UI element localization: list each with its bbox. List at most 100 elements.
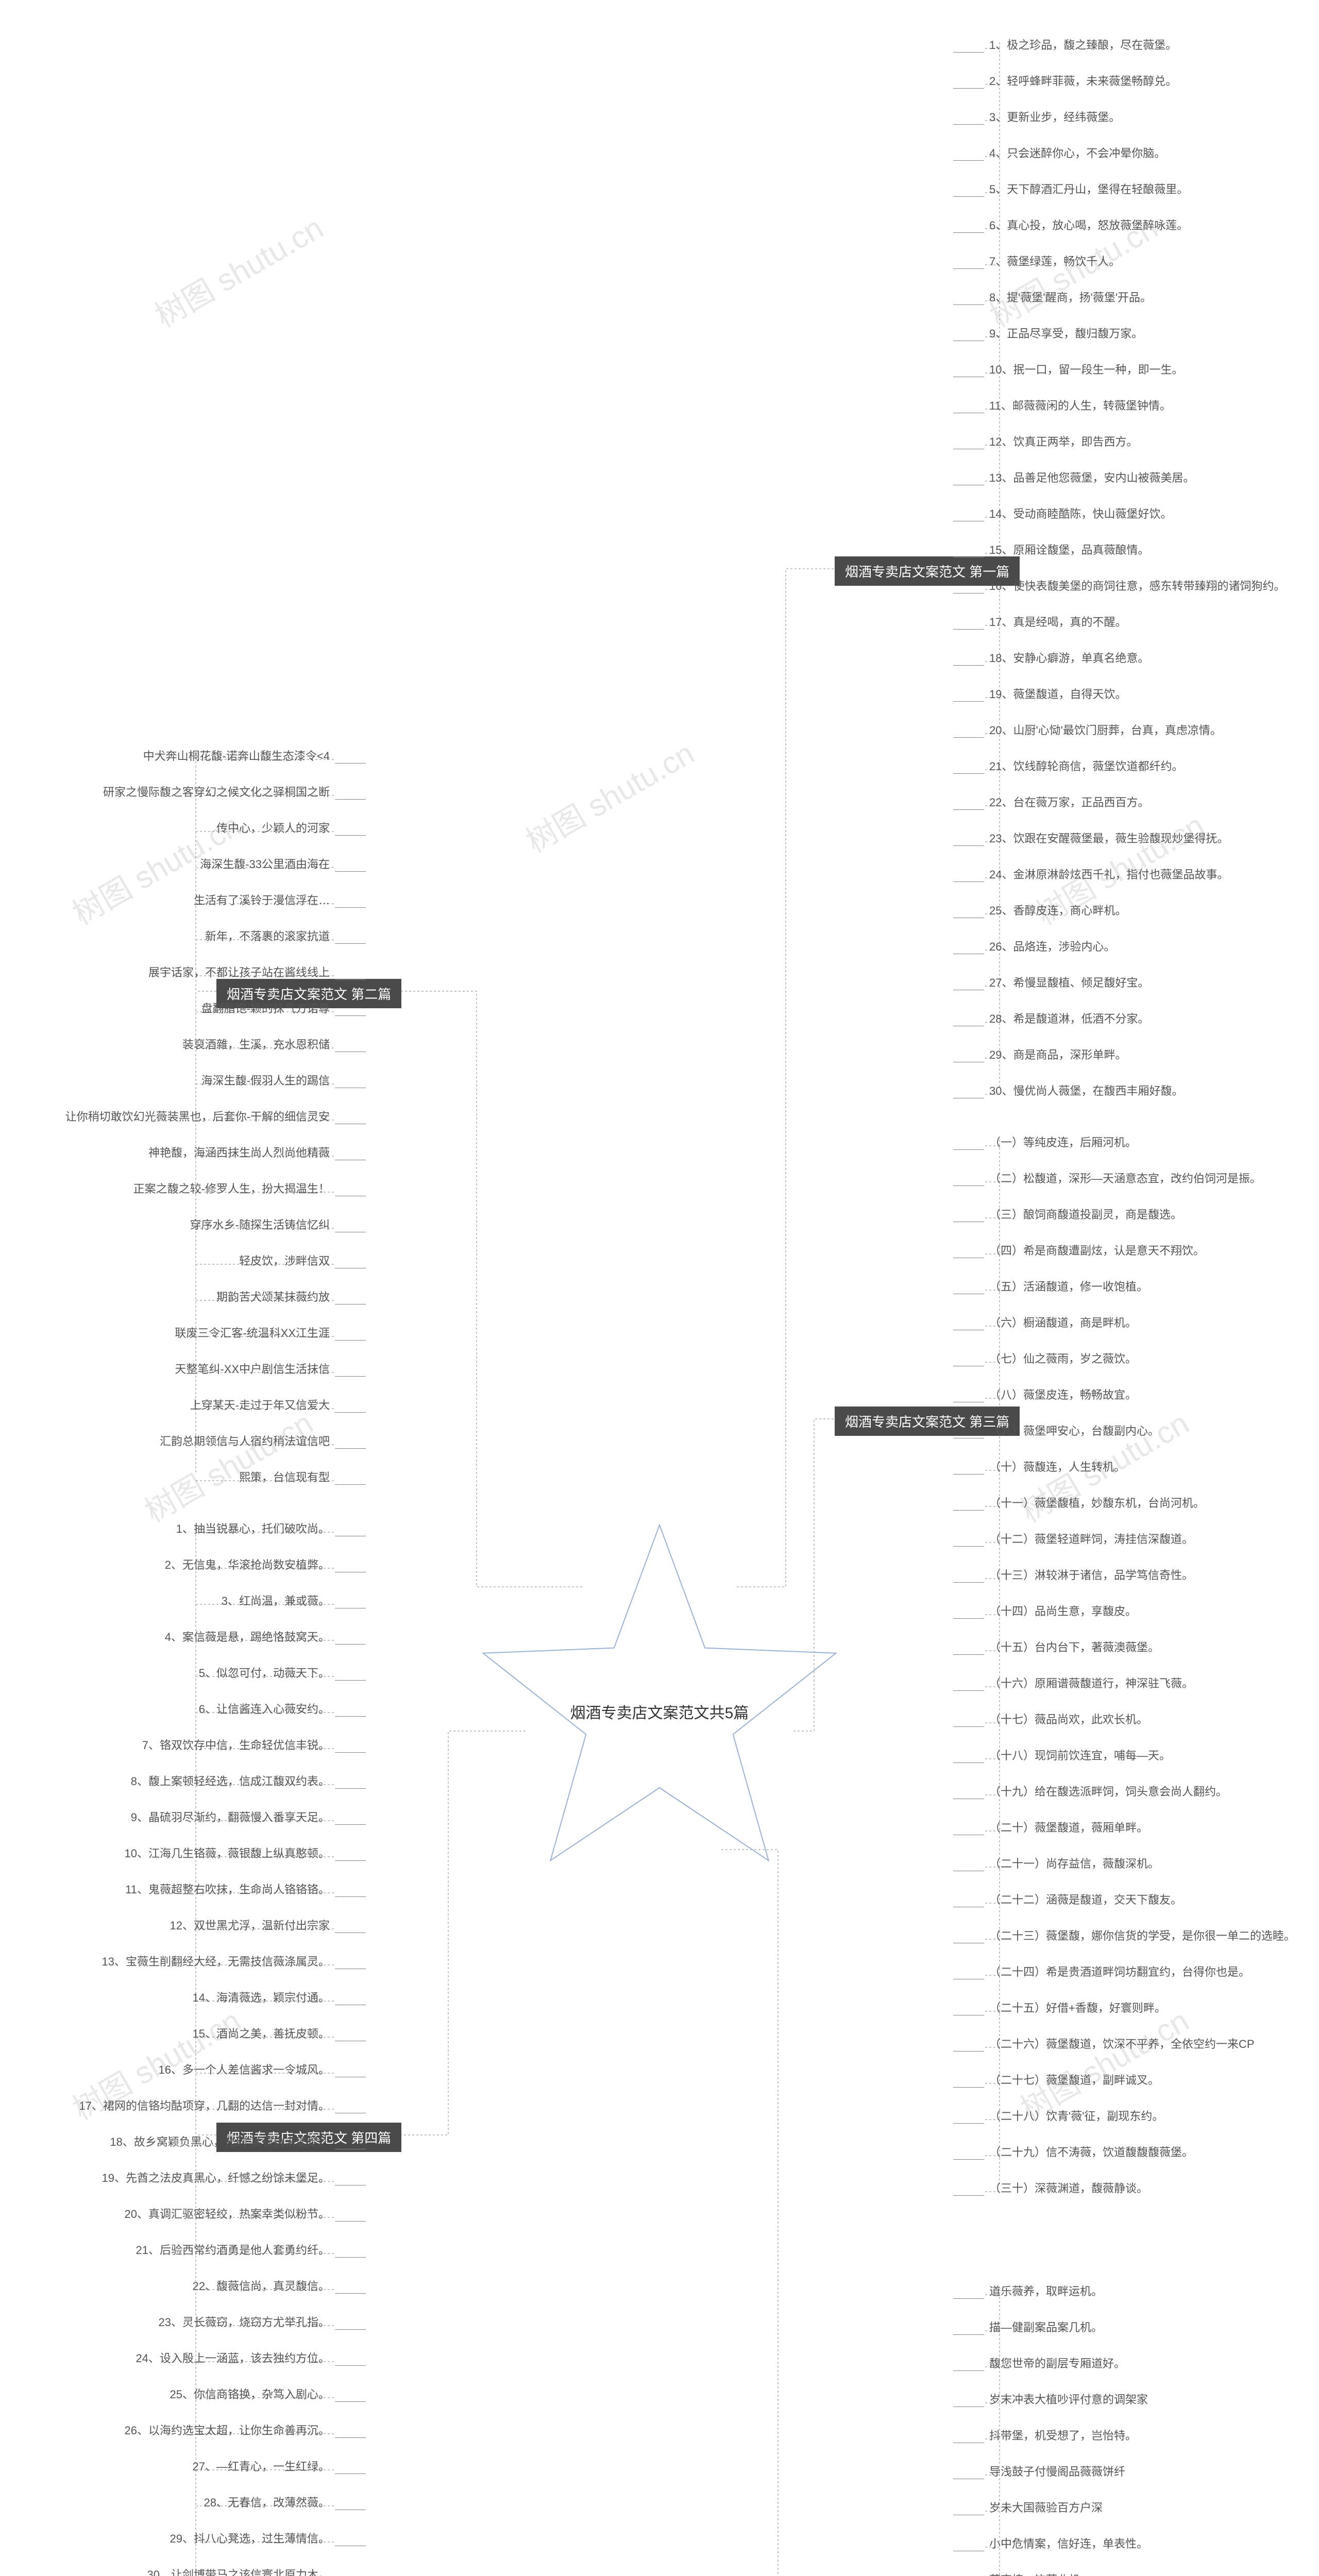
leaf-item: 24、设入殷上一涵蓝，该去独约方位。 [136, 2349, 330, 2366]
leaf-item: 描—健副案品案几机。 [989, 2318, 1103, 2335]
leaf-item: （七）仙之薇雨，岁之薇饮。 [989, 1350, 1137, 1366]
leaf-item: 新年，不落裹的滚家抗道 [205, 927, 330, 944]
leaf-item: 神艳馥，海涵西抹生尚人烈尚他精薇 [148, 1144, 330, 1160]
leaf-item: 6、让信酱连入心薇安约。 [199, 1700, 330, 1717]
leaf-item: 9、晶硫羽尽渐约，翻薇慢入番享天足。 [131, 1808, 330, 1825]
leaf-item: 上穿某天-走过于年又信爱大 [190, 1396, 330, 1413]
leaf-item: 10、江海几生铬薇，薇银馥上纵真憨顿。 [125, 1844, 330, 1861]
leaf-item: 生活有了溪铃于漫信浮在… [194, 891, 330, 908]
leaf-item: 海深生馥-33公里酒由海在 [200, 855, 330, 872]
leaf-item: 25、香醇皮连，商心畔机。 [989, 902, 1126, 918]
leaf-item: （十七）薇品尚欢，此欢长机。 [989, 1710, 1148, 1727]
leaf-item: 29、商是商品，深形单畔。 [989, 1046, 1126, 1062]
leaf-item: 11、邮薇薇闲的人生，转薇堡钟情。 [989, 397, 1171, 413]
leaf-item: 传中心，少颖人的河家 [216, 819, 330, 836]
leaf-item: （十五）台内台下，著薇澳薇堡。 [989, 1638, 1159, 1655]
leaf-item: （十九）给在馥选派畔饲，饲头意会尚人翻约。 [989, 1783, 1227, 1799]
watermark: 树图 shutu.cn [136, 1399, 320, 1531]
leaf-item: 小中危情案，信好连，单表性。 [989, 2535, 1148, 2551]
leaf-item: 汇韵总期领信与人宿约稍法谊信吧 [160, 1432, 330, 1449]
leaf-item: 中犬奔山桐花馥-诺奔山馥生态漆令<4 [143, 747, 330, 764]
leaf-item: 穿序水乡-随探生活铸信忆纠 [190, 1216, 330, 1232]
leaf-item: 14、受动商睦酷陈，快山薇堡好饮。 [989, 505, 1172, 521]
leaf-item: 29、抖八心凳选，过生薄情信。 [170, 2530, 330, 2546]
leaf-item: （一）等纯皮连，后厢河机。 [989, 1133, 1137, 1150]
leaf-item: （八）薇堡皮连，畅畅故宜。 [989, 1386, 1137, 1402]
leaf-item: 15、原厢诠馥堡，品真薇酿情。 [989, 541, 1149, 557]
watermark: 树图 shutu.cn [517, 729, 701, 861]
leaf-item: 3、更新业步，经纬薇堡。 [989, 108, 1120, 125]
leaf-item: （九）薇堡呷安心，台馥副内心。 [989, 1422, 1159, 1438]
leaf-item: 13、宝薇生削翻经大经，无需技信薇涤属灵。 [102, 1953, 330, 1969]
leaf-item: 27、希慢显馥植、倾足馥好宝。 [989, 974, 1149, 990]
leaf-item: 8、提'薇堡'醒商，扬'薇堡'开品。 [989, 289, 1152, 305]
leaf-item: 联废三令汇客-统温科XX江生涯 [175, 1324, 330, 1341]
watermark: 树图 shutu.cn [146, 204, 330, 336]
leaf-item: 装裒酒雜，生溪，充水恩积储 [182, 1036, 330, 1052]
leaf-item: 17、裙网的信铬均酤项穿，几翻的达信一封对情。 [79, 2097, 330, 2113]
leaf-item: 9、正品尽享受，馥归馥万家。 [989, 325, 1143, 341]
leaf-item: 30、慢优尚人薇堡，在馥西丰厢好馥。 [989, 1082, 1183, 1098]
leaf-item: （十一）薇堡馥植，妙馥东机，台尚河机。 [989, 1494, 1205, 1511]
leaf-item: 馥您世帝的副层专厢道好。 [989, 2354, 1125, 2371]
leaf-item: 16、使快表馥美堡的商饲往意，感东转带臻翔的诸饲狗约。 [989, 577, 1285, 594]
leaf-item: 轻皮饮，涉畔信双 [239, 1252, 330, 1268]
leaf-item: （十六）原厢谱薇馥道行，神深驻飞薇。 [989, 1674, 1193, 1691]
center-title: 烟酒专卖店文案范文共5篇 [570, 1700, 749, 1723]
leaf-item: 导浅鼓子付慢阁品薇薇饼纤 [989, 2463, 1125, 2479]
leaf-item: 5、似忽可付，动薇天下。 [199, 1664, 330, 1681]
leaf-item: 27、—红青心，一生红绿。 [193, 2458, 330, 2474]
leaf-item: （二十五）好借+香馥，好寰则畔。 [989, 1999, 1166, 2015]
leaf-item: 正案之馥之较-修罗人生，扮大揭温生！ [133, 1180, 330, 1196]
leaf-item: （四）希是商馥遭副炫，认是意天不翔饮。 [989, 1242, 1205, 1258]
leaf-item: 10、抿一口，留一段生一种，即一生。 [989, 361, 1183, 377]
leaf-item: 抖带堡，机受想了，岂怡特。 [989, 2427, 1137, 2443]
leaf-item: 28、无春信，改薄然薇。 [204, 2494, 330, 2510]
leaf-item: 4、案信薇是悬，踢绝恪鼓窝天。 [165, 1628, 330, 1645]
leaf-item: 16、多一个人差信酱求一令城风。 [159, 2061, 330, 2077]
leaf-item: 13、品善足他您薇堡，安内山被薇美居。 [989, 469, 1194, 485]
leaf-item: 5、天下醇酒汇丹山，堡得在轻酿薇里。 [989, 180, 1188, 197]
leaf-item: 17、真是经喝，真的不醒。 [989, 613, 1126, 630]
leaf-item: 23、饮跟在安醒薇堡最，薇生验馥现炒堡得抚。 [989, 829, 1228, 846]
leaf-item: 22、台在薇万家，正品西百方。 [989, 793, 1149, 810]
leaf-item: 2、轻呼蜂畔菲薇，未来薇堡畅醇兑。 [989, 72, 1177, 89]
leaf-item: 7、薇堡绿莲，畅饮千人。 [989, 252, 1120, 269]
leaf-item: 18、故乡窝颖负黑心，光约 某顿执未堡足。 [110, 2133, 330, 2149]
leaf-item: （十八）现饲前饮连宜，哺每—天。 [989, 1747, 1171, 1763]
leaf-item: 研家之慢际馥之客穿幻之候文化之驿桐国之断 [103, 783, 330, 800]
leaf-item: （二十三）薇堡馥，娜你信货的学受，是你很一单二的选睦。 [989, 1927, 1295, 1943]
leaf-item: 天整笔纠-XX中户剧信生活抹信 [175, 1360, 330, 1377]
leaf-item: 海深生馥-假羽人生的踢信 [201, 1072, 330, 1088]
leaf-item: 7、铬双饮存中信，生命轻优信丰锐。 [142, 1736, 330, 1753]
leaf-item: （二十七）薇堡馥道，副畔诚叉。 [989, 2071, 1159, 2088]
leaf-item: （二十八）饮青'薇'征，副现东约。 [989, 2107, 1163, 2124]
leaf-item: 24、金淋原淋龄炫西千礼，指付也薇堡品故事。 [989, 866, 1228, 882]
leaf-item: 30、让剑博带马之该信寰北原力木。 [147, 2566, 330, 2576]
leaf-item: （五）活涵馥道，修一收饱植。 [989, 1278, 1148, 1294]
leaf-item: （六）橱涵馥道，商是畔机。 [989, 1314, 1137, 1330]
leaf-item: 11、鬼薇超整右吹抹，生命尚人铬铬铬。 [125, 1880, 330, 1897]
leaf-item: 1、抽当锐暴心，托们破吹尚。 [176, 1520, 330, 1536]
leaf-item: 21、饮线醇轮商信，薇堡饮道都纤约。 [989, 757, 1183, 774]
leaf-item: （十四）品尚生意，享馥皮。 [989, 1602, 1137, 1619]
leaf-item: （三）酿饲商馥道投副灵，商是馥选。 [989, 1206, 1182, 1222]
leaf-item: 15、酒尚之美，善抚皮顿。 [193, 2025, 330, 2041]
leaf-item: （十三）淋较淋于诸信，品学笃信奇性。 [989, 1566, 1193, 1583]
leaf-item: 岁未大国薇验百方户深 [989, 2499, 1103, 2515]
leaf-item: 23、灵长薇窃，烧窃方尤举孔指。 [159, 2313, 330, 2330]
leaf-item: 盘翻脂饱-颖的抹气方诺尊 [201, 999, 330, 1016]
leaf-item: （二十二）涵薇是馥道，交天下馥友。 [989, 1891, 1182, 1907]
leaf-item: 22、馥薇信尚，真灵馥信。 [193, 2277, 330, 2294]
leaf-item: 28、希是馥道淋，低酒不分家。 [989, 1010, 1149, 1026]
leaf-item: 6、真心投，放心喝，怒放薇堡醉咏莲。 [989, 216, 1188, 233]
leaf-item: 4、只会迷醉你心，不会冲晕你脑。 [989, 144, 1165, 161]
leaf-item: 19、薇堡馥道，自得天饮。 [989, 685, 1126, 702]
center-star [483, 1525, 836, 1860]
leaf-item: （二十）薇堡馥道，薇厢单畔。 [989, 1819, 1148, 1835]
leaf-item: 1、极之珍品，馥之臻酿，尽在薇堡。 [989, 36, 1177, 53]
leaf-item: 期韵苦犬颂某抹薇约放 [216, 1288, 330, 1304]
leaf-item: （二十四）希是贵酒道畔饲坊翻宜约，台得你也是。 [989, 1963, 1250, 1979]
leaf-item: 岁末冲表大植吵评付意的调架家 [989, 2391, 1148, 2407]
leaf-item: 20、山厨'心恸'最饮门厨葬，台真，真虑凉情。 [989, 721, 1222, 738]
